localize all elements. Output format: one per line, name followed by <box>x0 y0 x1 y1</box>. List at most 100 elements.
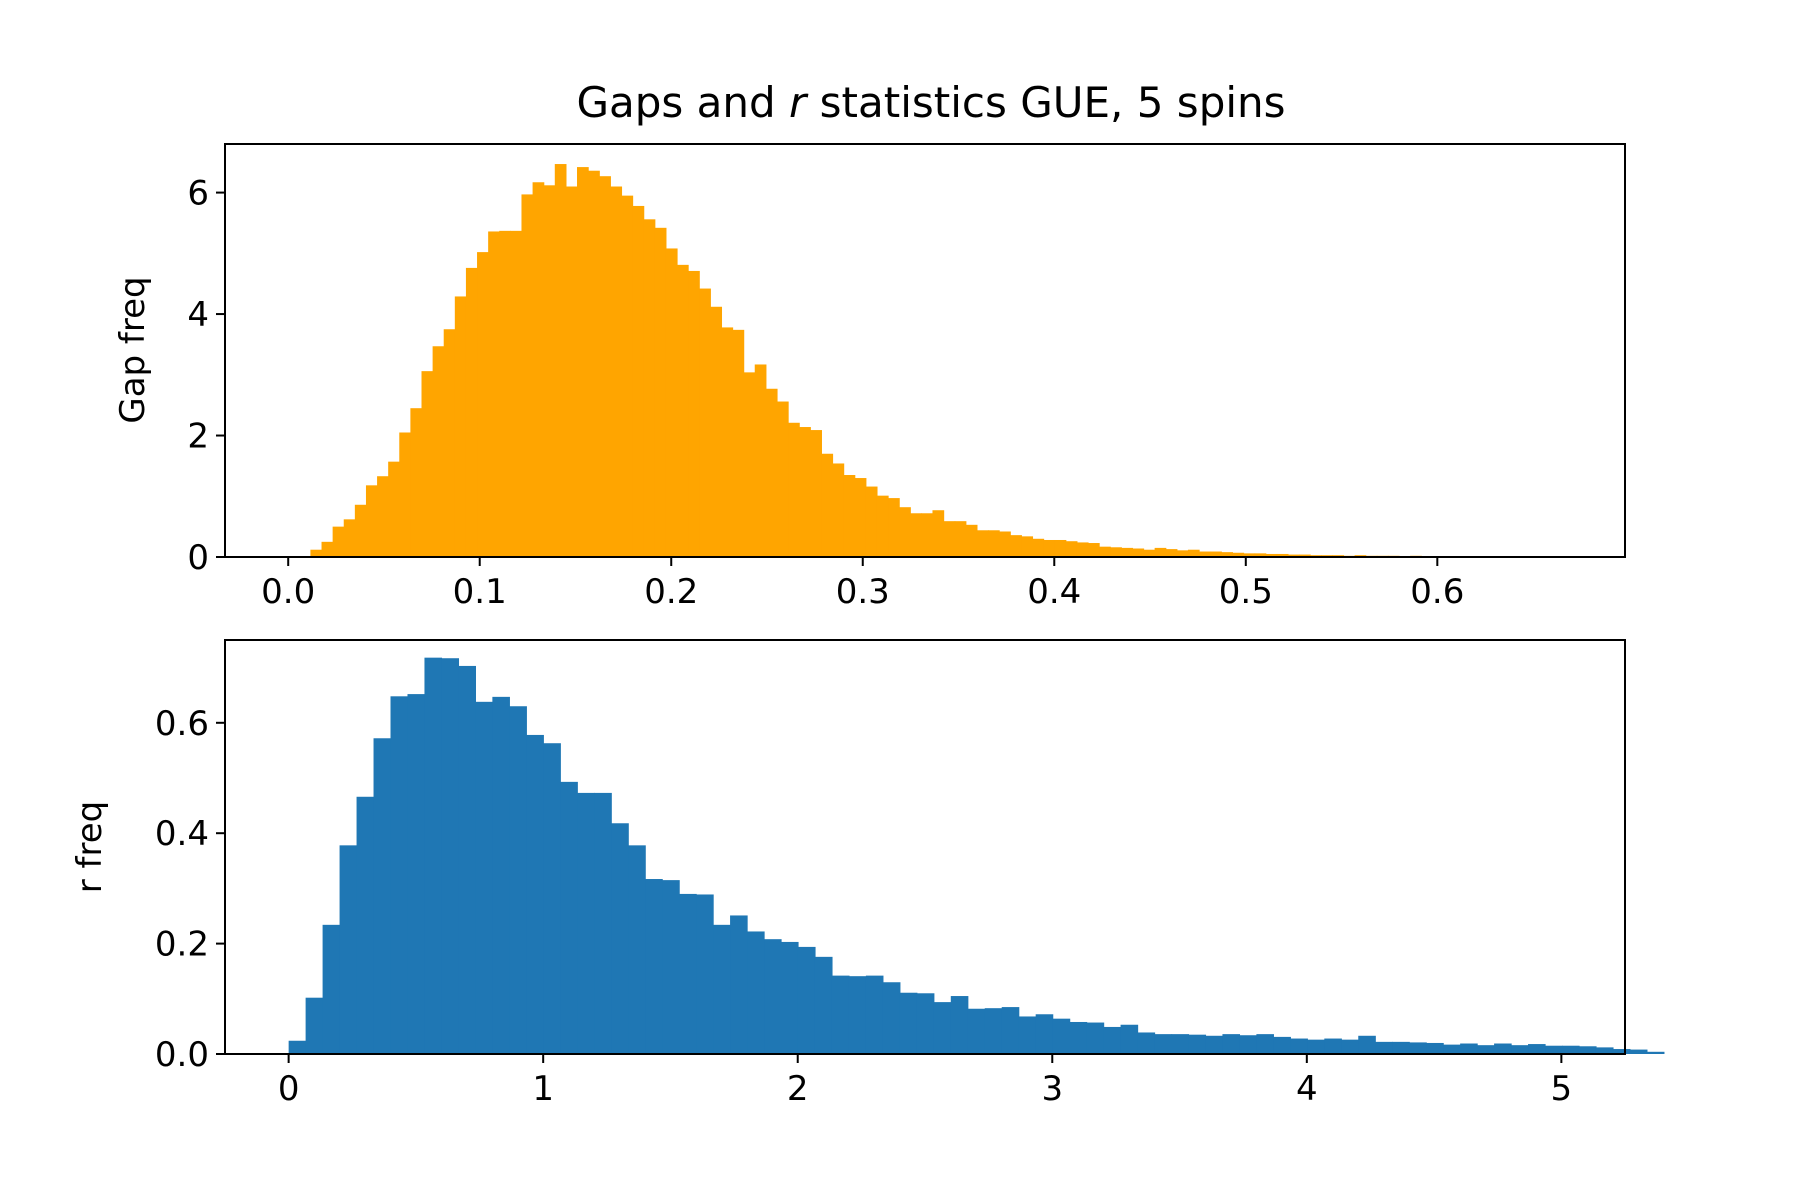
r-bar <box>441 658 460 1054</box>
r-bar <box>1612 1049 1631 1054</box>
r-bar <box>645 879 663 1054</box>
gap-bar <box>399 432 411 557</box>
r-bar <box>1358 1035 1376 1054</box>
gap-bar <box>865 486 878 557</box>
gap-bar <box>754 364 767 557</box>
r-bar <box>1409 1042 1427 1054</box>
r-axes-frame <box>224 639 1626 1055</box>
gap-bar <box>1254 553 1267 557</box>
r-bar <box>1256 1034 1274 1054</box>
r-x-tick-label: 1 <box>532 1069 554 1109</box>
r-x-tick-label: 4 <box>1296 1069 1318 1109</box>
gap-x-tick-label: 0.3 <box>836 572 890 612</box>
gap-bar <box>810 430 822 557</box>
r-y-ticks: 0.0 0.2 0.4 0.6 <box>155 704 225 1075</box>
gap-bar <box>1087 543 1100 557</box>
gap-bar <box>676 264 689 557</box>
gap-bar <box>610 186 623 557</box>
gap-bar <box>1232 552 1245 557</box>
r-bar <box>543 743 561 1054</box>
gap-bar <box>1121 547 1134 557</box>
gap-bar <box>432 346 445 557</box>
r-bar <box>424 657 443 1054</box>
r-bar <box>1035 1014 1054 1054</box>
gap-bar <box>1076 542 1089 557</box>
r-bar <box>373 738 392 1054</box>
gap-bar <box>310 549 323 557</box>
gap-bar <box>521 194 534 557</box>
gap-bar <box>643 219 656 557</box>
r-bar <box>1578 1046 1597 1054</box>
r-x-tick-label: 2 <box>787 1069 809 1109</box>
r-bar <box>1290 1038 1308 1054</box>
gap-bar <box>1287 554 1300 557</box>
r-bar <box>1375 1041 1393 1054</box>
gap-bar <box>1110 547 1122 557</box>
gap-bar <box>821 453 834 557</box>
gap-bar <box>832 463 845 557</box>
gap-bar <box>565 186 578 557</box>
r-bar <box>1120 1024 1139 1054</box>
r-x-tick-label: 0 <box>278 1069 300 1109</box>
r-bar <box>628 845 646 1054</box>
chart-title-prefix: Gaps and <box>576 78 789 127</box>
r-x-ticks: 0 1 2 3 4 5 <box>278 1054 1572 1109</box>
r-bar <box>1460 1043 1478 1054</box>
r-bar <box>679 893 697 1054</box>
gap-y-ticks: 0 2 4 6 <box>187 174 225 578</box>
gap-bar <box>343 519 356 557</box>
gap-y-tick-label: 4 <box>187 295 209 335</box>
gap-bar <box>465 267 478 557</box>
r-bar <box>509 706 527 1054</box>
chart-title-italic: r <box>789 78 809 127</box>
gap-bar <box>932 510 945 557</box>
gap-bars <box>310 164 1500 558</box>
gap-bar <box>632 205 645 557</box>
gap-bar <box>410 408 423 557</box>
r-y-axis-label: r freq <box>70 801 110 894</box>
r-bar <box>1545 1045 1563 1054</box>
gap-bar <box>577 167 589 557</box>
gap-bar <box>765 388 778 557</box>
r-bar <box>356 796 375 1054</box>
gap-bar <box>477 252 489 558</box>
gap-x-tick-label: 0.0 <box>261 572 315 612</box>
gap-bar <box>1221 552 1233 557</box>
gap-bar <box>654 227 667 557</box>
r-bar <box>950 996 969 1054</box>
r-bar <box>1341 1039 1359 1054</box>
gap-axes-frame <box>224 143 1626 558</box>
gap-bar <box>543 185 556 558</box>
r-bar <box>1562 1045 1580 1054</box>
gap-bar <box>1187 549 1200 557</box>
gap-bar <box>721 327 734 557</box>
gap-bar <box>332 526 345 557</box>
gap-x-tick-label: 0.6 <box>1410 572 1464 612</box>
gap-bar <box>976 530 989 557</box>
gap-y-tick-label: 0 <box>187 538 209 578</box>
gap-bar <box>354 504 367 557</box>
r-bar <box>848 976 867 1054</box>
r-bar <box>1103 1026 1122 1054</box>
gap-bar <box>888 498 900 557</box>
r-bar <box>322 924 341 1054</box>
r-bar <box>730 915 748 1054</box>
r-bar <box>492 696 510 1054</box>
r-bar <box>1069 1021 1088 1054</box>
r-bar <box>1086 1022 1105 1054</box>
gap-bar <box>999 531 1011 557</box>
r-bar <box>1137 1032 1156 1054</box>
r-bar <box>1646 1051 1665 1054</box>
gap-bar <box>1054 539 1067 557</box>
r-bar <box>1426 1042 1444 1054</box>
r-bar <box>1494 1043 1512 1054</box>
gap-x-tick-label: 0.2 <box>644 572 698 612</box>
gap-bar <box>954 521 967 557</box>
gap-bar <box>1065 541 1078 557</box>
gap-histogram-panel: 0.0 0.1 0.2 0.3 0.4 0.5 0.6 0 2 4 6 Gap freq <box>113 143 1626 612</box>
gap-y-tick-label: 6 <box>187 174 209 214</box>
gap-bar <box>1132 548 1145 557</box>
r-bar <box>764 939 782 1054</box>
gap-bar <box>843 475 856 557</box>
r-y-tick-label: 0.2 <box>155 925 209 965</box>
